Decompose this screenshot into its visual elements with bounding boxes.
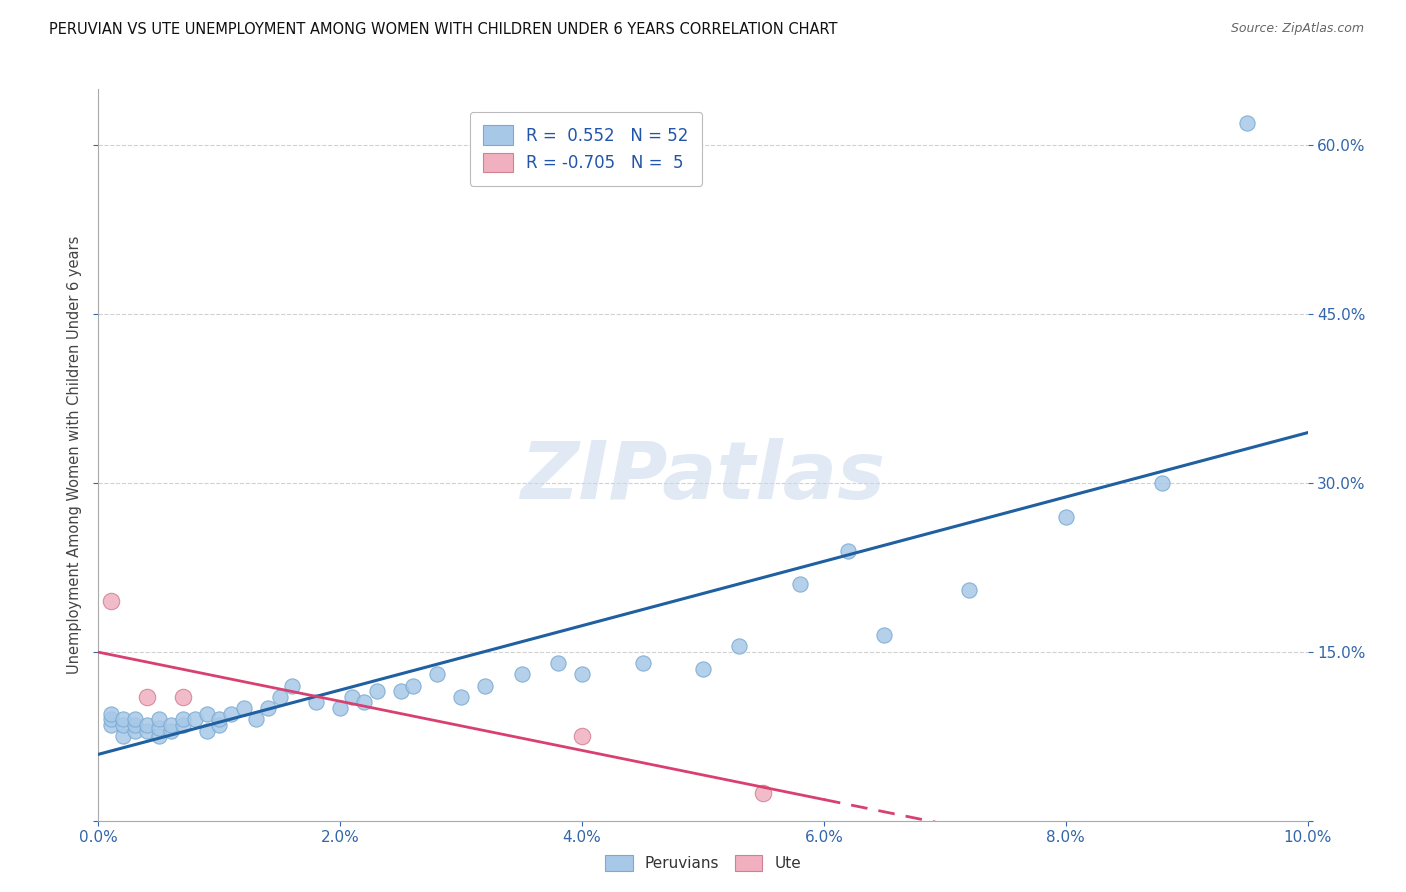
Point <box>111 729 134 743</box>
Point <box>402 679 425 693</box>
Legend: R =  0.552   N = 52, R = -0.705   N =  5: R = 0.552 N = 52, R = -0.705 N = 5 <box>470 112 702 186</box>
Point <box>111 718 134 732</box>
Point <box>450 690 472 704</box>
Point <box>256 701 278 715</box>
Point <box>1054 509 1077 524</box>
Point <box>221 706 243 721</box>
Point <box>631 656 654 670</box>
Point <box>148 712 170 726</box>
Point <box>135 723 157 738</box>
Point <box>160 718 183 732</box>
Point <box>100 718 122 732</box>
Point <box>111 712 134 726</box>
Point <box>426 667 449 681</box>
Point <box>873 628 896 642</box>
Point <box>232 701 254 715</box>
Point <box>245 712 267 726</box>
Point <box>195 723 218 738</box>
Point <box>342 690 364 704</box>
Point <box>124 712 146 726</box>
Point <box>571 667 593 681</box>
Point <box>692 662 714 676</box>
Point <box>571 729 593 743</box>
Point <box>752 785 775 799</box>
Point <box>135 690 157 704</box>
Point <box>208 718 231 732</box>
Point <box>184 712 207 726</box>
Point <box>1152 476 1174 491</box>
Point <box>789 577 811 591</box>
Point <box>281 679 304 693</box>
Y-axis label: Unemployment Among Women with Children Under 6 years: Unemployment Among Women with Children U… <box>67 235 83 674</box>
Point <box>160 723 183 738</box>
Point <box>135 718 157 732</box>
Point <box>124 723 146 738</box>
Text: ZIPatlas: ZIPatlas <box>520 438 886 516</box>
Point <box>510 667 533 681</box>
Point <box>366 684 388 698</box>
Point <box>269 690 291 704</box>
Text: PERUVIAN VS UTE UNEMPLOYMENT AMONG WOMEN WITH CHILDREN UNDER 6 YEARS CORRELATION: PERUVIAN VS UTE UNEMPLOYMENT AMONG WOMEN… <box>49 22 838 37</box>
Point <box>305 696 328 710</box>
Point <box>837 543 859 558</box>
Point <box>474 679 496 693</box>
Legend: Peruvians, Ute: Peruvians, Ute <box>599 849 807 877</box>
Point <box>172 690 194 704</box>
Point <box>728 639 751 653</box>
Point <box>389 684 412 698</box>
Point <box>172 718 194 732</box>
Point <box>208 712 231 726</box>
Point <box>124 718 146 732</box>
Point <box>100 712 122 726</box>
Point <box>148 729 170 743</box>
Point <box>547 656 569 670</box>
Point <box>100 706 122 721</box>
Point <box>172 712 194 726</box>
Point <box>1236 116 1258 130</box>
Point <box>329 701 352 715</box>
Point <box>353 696 375 710</box>
Point <box>100 594 122 608</box>
Text: Source: ZipAtlas.com: Source: ZipAtlas.com <box>1230 22 1364 36</box>
Point <box>148 722 170 736</box>
Point <box>195 706 218 721</box>
Point <box>957 582 980 597</box>
